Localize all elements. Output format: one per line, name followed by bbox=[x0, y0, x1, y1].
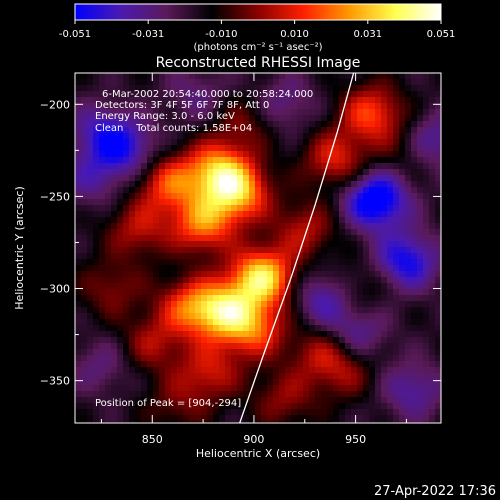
y-tick-label: −300 bbox=[40, 283, 70, 296]
colorbar-tick-label: -0.051 bbox=[59, 29, 91, 40]
colorbar-tick-label: 0.010 bbox=[280, 29, 309, 40]
annotation-peak-position: Position of Peak = [904,-294] bbox=[95, 398, 241, 409]
colorbar-tick-label: -0.031 bbox=[132, 29, 164, 40]
annotation-time-range: 6-Mar-2002 20:54:40.000 to 20:58:24.000 bbox=[102, 89, 313, 100]
colorbar-ticks: -0.051 -0.031 -0.010 0.010 0.031 0.051 bbox=[59, 20, 455, 40]
solar-limb-line bbox=[239, 73, 355, 423]
x-axis-label: Heliocentric X (arcsec) bbox=[196, 447, 320, 460]
y-axis-label: Heliocentric Y (arcsec) bbox=[13, 186, 26, 310]
y-tick-label: −350 bbox=[40, 375, 70, 388]
x-tick-label: 850 bbox=[142, 433, 163, 446]
heatmap-field bbox=[75, 73, 441, 423]
colorbar-tick-label: -0.010 bbox=[205, 29, 237, 40]
axes-ticks: 850 900 950 −200 −250 −300 −350 bbox=[40, 73, 441, 446]
plot-frame bbox=[74, 72, 442, 424]
annotation-detectors: Detectors: 3F 4F 5F 6F 7F 8F, Att 0 bbox=[95, 100, 269, 111]
colorbar-tick-label: 0.051 bbox=[427, 29, 456, 40]
y-tick-label: −250 bbox=[40, 190, 70, 203]
annotation-total-counts: Clean Total counts: 1.58E+04 bbox=[95, 123, 252, 134]
x-tick-label: 900 bbox=[243, 433, 264, 446]
colorbar bbox=[74, 3, 442, 21]
annotation-energy-range: Energy Range: 3.0 - 6.0 keV bbox=[95, 111, 235, 122]
colorbar-unit-label: (photons cm⁻² s⁻¹ asec⁻²) bbox=[193, 42, 322, 53]
chart-title: Reconstructed RHESSI Image bbox=[156, 55, 361, 71]
footer-timestamp: 27-Apr-2022 17:36 bbox=[374, 484, 496, 499]
x-tick-label: 950 bbox=[345, 433, 366, 446]
colorbar-tick-label: 0.031 bbox=[353, 29, 382, 40]
y-tick-label: −200 bbox=[40, 98, 70, 111]
